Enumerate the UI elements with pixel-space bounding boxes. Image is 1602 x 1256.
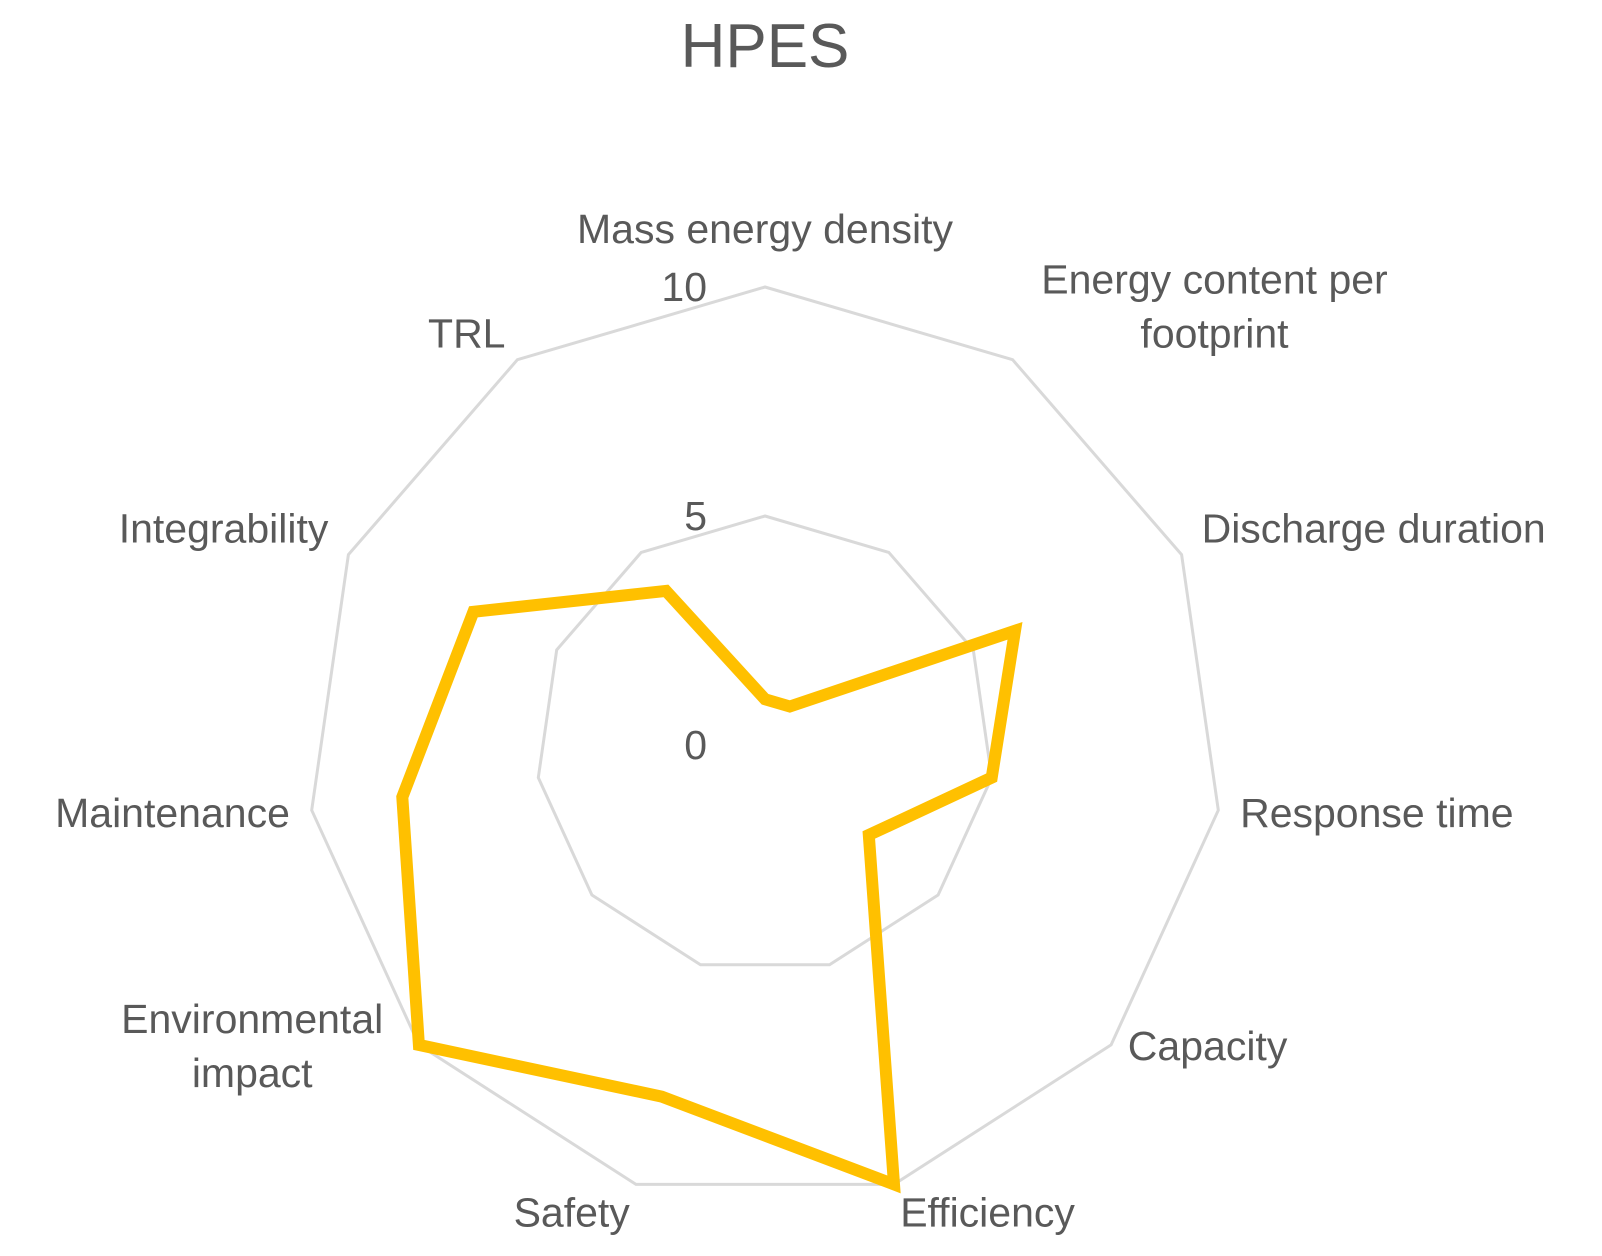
category-label-4: Capacity: [1128, 1023, 1288, 1069]
category-label-line: Energy content per: [1041, 257, 1387, 303]
category-label-10: TRL: [428, 311, 505, 357]
category-label-line: Mass energy density: [577, 206, 954, 252]
tick-label-0: 0: [684, 722, 707, 768]
grid-layer: [310, 285, 1220, 1186]
category-label-5: Efficiency: [900, 1189, 1075, 1235]
category-label-line: Capacity: [1128, 1023, 1288, 1069]
series-line-0: [396, 584, 1023, 1194]
category-label-3: Response time: [1240, 790, 1513, 836]
category-label-line: Safety: [514, 1189, 631, 1235]
category-label-line: footprint: [1140, 311, 1289, 357]
category-label-8: Maintenance: [55, 790, 290, 836]
category-label-9: Integrability: [119, 506, 329, 552]
category-label-line: Response time: [1240, 790, 1513, 836]
tick-label-10: 10: [661, 264, 707, 310]
category-label-0: Mass energy density: [577, 206, 954, 252]
category-label-line: Maintenance: [55, 790, 290, 836]
tick-layer: 0 5 10: [661, 264, 707, 768]
category-label-line: impact: [192, 1050, 313, 1096]
category-label-line: Environmental: [121, 996, 383, 1042]
chart-title: HPES: [681, 12, 850, 81]
category-label-line: Discharge duration: [1202, 506, 1546, 552]
tick-label-5: 5: [684, 493, 707, 539]
grid-ring-5: [536, 514, 994, 967]
category-label-1: Energy content per footprint: [1041, 257, 1387, 357]
grid-ring-10: [310, 285, 1220, 1186]
category-label-line: Integrability: [119, 506, 329, 552]
category-label-6: Safety: [514, 1189, 631, 1235]
category-label-line: Efficiency: [900, 1189, 1075, 1235]
category-label-line: TRL: [428, 311, 505, 357]
series-layer: [396, 584, 1023, 1194]
axis-label-layer: Mass energy density Energy content per foo…: [55, 206, 1546, 1235]
category-label-7: Environmental impact: [121, 996, 383, 1096]
category-label-2: Discharge duration: [1202, 506, 1546, 552]
